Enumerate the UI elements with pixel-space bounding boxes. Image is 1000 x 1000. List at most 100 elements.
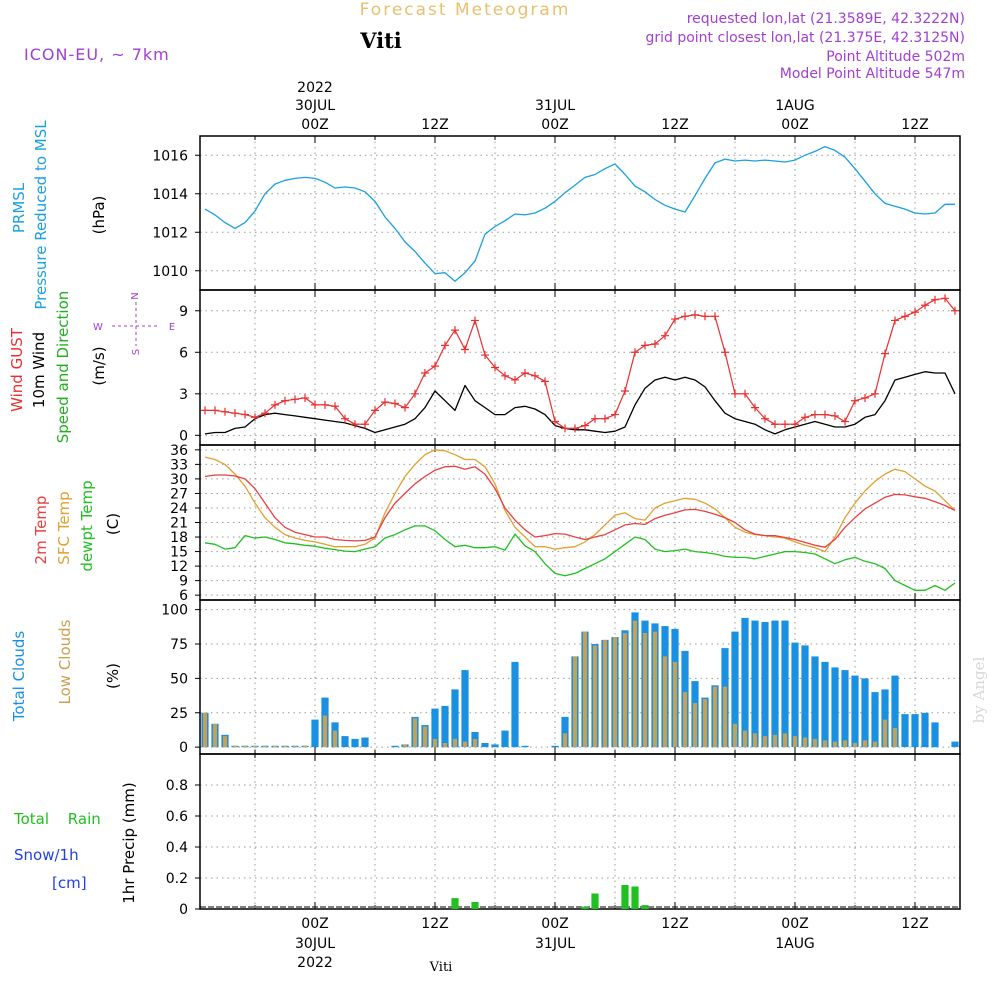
- precip-unit: 1hr Precip (mm): [120, 782, 138, 903]
- total-cloud-bar: [831, 667, 839, 748]
- precip-ytick-label: 0: [179, 902, 188, 918]
- gust-point: [261, 409, 269, 418]
- bottom-time-label: 12Z: [901, 916, 928, 932]
- gust-point: [611, 410, 619, 419]
- gust-point: [301, 393, 309, 402]
- gust-point: [701, 312, 709, 321]
- clouds-ytick-label: 25: [170, 706, 188, 722]
- total-cloud-bar: [901, 714, 909, 748]
- gust-point: [681, 312, 689, 321]
- low-cloud-bar: [433, 738, 437, 748]
- low-cloud-bar: [793, 736, 797, 748]
- total-cloud-bar: [311, 719, 319, 748]
- gust-point: [951, 306, 959, 315]
- gust-point: [501, 371, 509, 380]
- rain-bar: [451, 898, 459, 909]
- gust-point: [671, 315, 679, 324]
- precip-panel: 0 0.2 0.4 0.6 0.8: [166, 753, 961, 918]
- low-cloud-bar: [733, 723, 737, 748]
- gust-point: [581, 421, 589, 430]
- gust-point: [391, 399, 399, 408]
- bottom-time-label: 00Z: [781, 916, 808, 932]
- low-cloud-bar: [333, 730, 337, 748]
- pressure-ytick-label: 1014: [152, 187, 188, 203]
- gust-point: [531, 371, 539, 380]
- bottom-time-label: 00Z: [541, 916, 568, 932]
- temperature-ytick-label: 9: [179, 574, 188, 590]
- footer-location: Viti: [429, 960, 453, 975]
- gust-point: [421, 369, 429, 378]
- total-cloud-bar: [351, 738, 359, 748]
- pressure-ytick-label: 1016: [152, 148, 188, 164]
- low-cloud-bar: [713, 686, 717, 748]
- temperature-ytick-label: 30: [170, 472, 188, 488]
- total-cloud-bar: [551, 745, 559, 748]
- pressure-label-2: Pressure Reduced to MSL: [32, 120, 50, 310]
- bottom-date-label: 1AUG: [775, 936, 815, 952]
- gust-point: [551, 417, 559, 426]
- low-cloud-bar: [663, 656, 667, 748]
- total-cloud-bar: [911, 714, 919, 748]
- low-cloud-bar: [703, 699, 707, 748]
- requested-coords: requested lon,lat (21.3589E, 42.3222N): [687, 11, 965, 27]
- total-cloud-bar: [771, 620, 779, 748]
- total-cloud-bar: [951, 741, 959, 748]
- total-cloud-bar: [751, 620, 759, 748]
- compass-s: S: [131, 349, 142, 355]
- gust-point: [341, 414, 349, 423]
- temperature-ytick-label: 33: [170, 457, 188, 473]
- pressure-ytick-label: 1012: [152, 225, 188, 241]
- gust-markers: [201, 294, 959, 433]
- gust-point: [881, 349, 889, 358]
- watermark: by Angel: [970, 656, 988, 723]
- low-cloud-bar: [763, 736, 767, 748]
- gust-point: [371, 406, 379, 415]
- gust-point: [221, 407, 229, 416]
- gust-point: [541, 377, 549, 386]
- wind-ytick-label: 6: [179, 345, 188, 361]
- gust-point: [831, 411, 839, 420]
- total-cloud-bar: [451, 689, 459, 748]
- low-cloud-bar: [783, 733, 787, 748]
- low-cloud-bar: [653, 631, 657, 748]
- top-time-label: 00Z: [301, 117, 328, 133]
- total-cloud-bar: [851, 675, 859, 748]
- low-cloud-bar: [233, 745, 237, 748]
- low-cloud-bar: [213, 723, 217, 748]
- low-cloud-bar: [293, 745, 297, 748]
- low-cloud-bar: [863, 740, 867, 748]
- gust-point: [461, 345, 469, 354]
- rain-bar: [591, 893, 599, 909]
- low-cloud-bar: [243, 745, 247, 748]
- low-cloud-bar: [623, 633, 627, 748]
- total-cloud-bar: [881, 689, 889, 748]
- gust-point: [381, 398, 389, 407]
- temperature-ytick-label: 18: [170, 530, 188, 546]
- gust-point: [481, 351, 489, 360]
- total-cloud-bar: [731, 631, 739, 748]
- gust-point: [941, 294, 949, 303]
- top-time-label: 00Z: [781, 117, 808, 133]
- total-cloud-bar: [791, 642, 799, 748]
- gust-point: [791, 420, 799, 429]
- chart-title: Forecast Meteogram: [360, 0, 571, 20]
- gust-point: [441, 341, 449, 350]
- total-cloud-bar: [511, 661, 519, 748]
- gust-point: [281, 396, 289, 405]
- bottom-time-label: 12Z: [421, 916, 448, 932]
- total-cloud-bar: [781, 620, 789, 748]
- gust-point: [271, 400, 279, 409]
- top-time-label: 12Z: [421, 117, 448, 133]
- low-cloud-bar: [743, 730, 747, 748]
- low-cloud-bar: [883, 719, 887, 748]
- bottom-time-label: 00Z: [301, 916, 328, 932]
- precip-label-rain: Total Rain: [13, 810, 101, 828]
- gust-point: [871, 389, 879, 398]
- gust-point: [331, 402, 339, 411]
- gust-point: [201, 406, 209, 415]
- gust-point: [891, 316, 899, 325]
- low-cloud-bar: [593, 645, 597, 748]
- gust-point: [471, 316, 479, 325]
- low-cloud-bar: [223, 736, 227, 748]
- low-cloud-bar: [773, 734, 777, 748]
